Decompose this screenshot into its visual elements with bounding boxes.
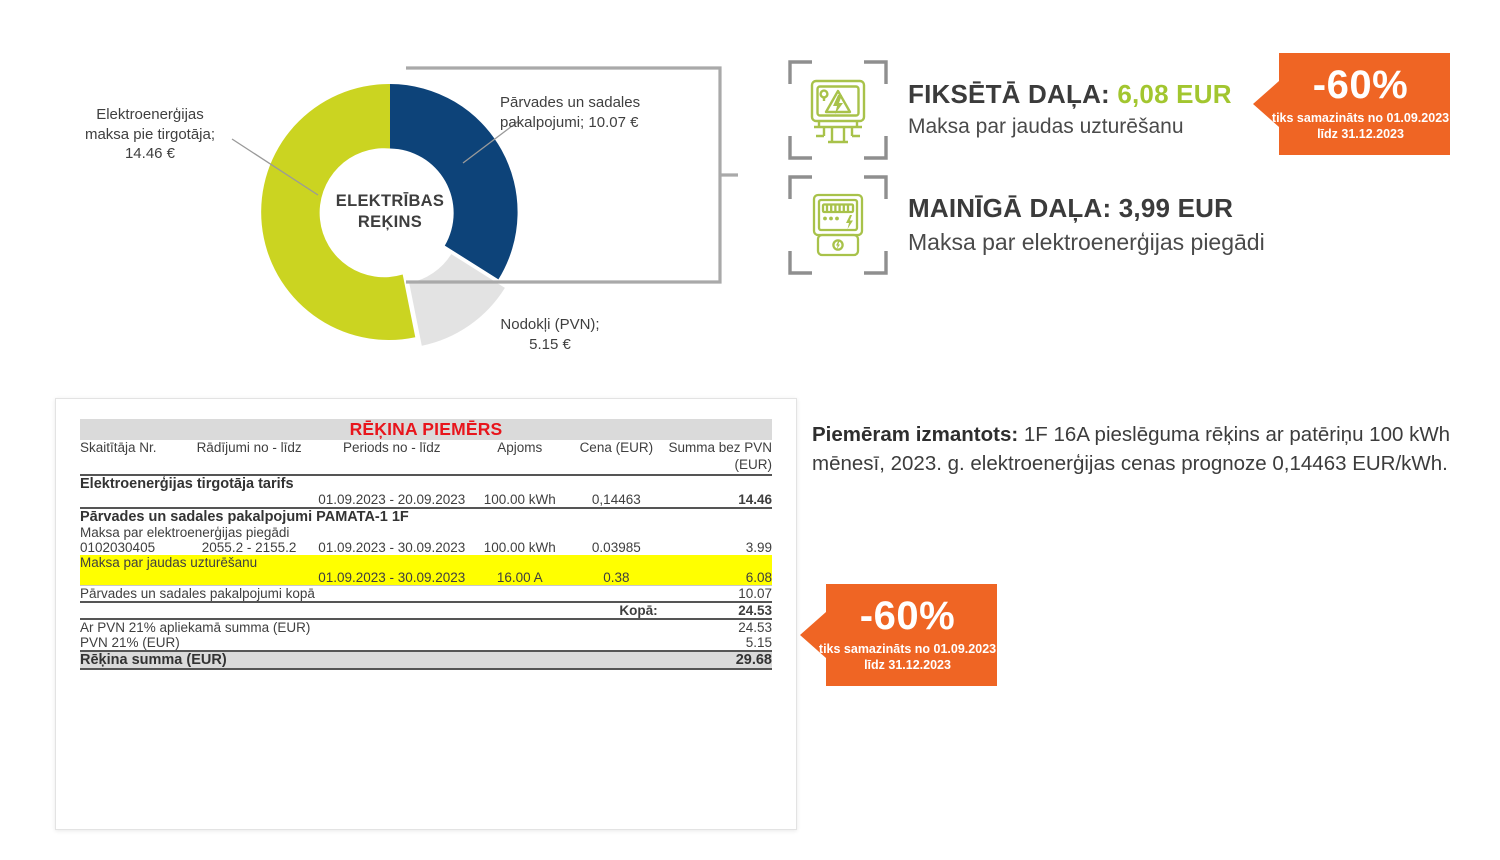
- donut-slice-trader: [261, 83, 416, 340]
- discount-percent: -60%: [1312, 63, 1409, 108]
- table-row-highlighted: 01.09.2023 - 30.09.2023 16.00 A 0.38 6.0…: [80, 569, 772, 586]
- header-period: Periods no - līdz: [342, 440, 441, 455]
- cell-price: 0,14463: [591, 491, 641, 507]
- discount-badge-bottom: -60% tiks samazināts no 01.09.2023 līdz …: [800, 584, 997, 686]
- cell-period: 01.09.2023 - 30.09.2023: [318, 539, 466, 555]
- discount-note-line1: tiks samazināts no 01.09.2023: [1271, 111, 1450, 126]
- cell-sum: 6.08: [667, 569, 772, 586]
- invoice-section-transmission: Pārvades un sadales pakalpojumi PAMATA-1…: [80, 508, 772, 525]
- header-meter: Skaitītāja Nr.: [80, 440, 157, 455]
- subsection-capacity-label: Maksa par jaudas uzturēšanu: [80, 554, 772, 570]
- chart-label-vat: Nodokļi (PVN); 5.15 €: [500, 316, 600, 353]
- cell-sum: 3.99: [745, 539, 772, 555]
- discount-percent: -60%: [859, 594, 956, 639]
- fixed-part-title-prefix: FIKSĒTĀ DAĻA:: [908, 78, 1118, 109]
- vat-value: 5.15: [745, 634, 772, 650]
- cell-meter: 0102030405: [80, 539, 156, 555]
- chart-leader-lines: [231, 119, 521, 196]
- header-sum: Summa bez PVN (EUR): [668, 440, 772, 472]
- grand-total-value: 29.68: [667, 650, 772, 669]
- section-transmission-title: Pārvades un sadales pakalpojumi PAMATA-1…: [80, 508, 409, 525]
- variable-part-title: MAINĪGĀ DAĻA: 3,99 EUR: [908, 192, 1234, 223]
- cell-volume: 100.00 kWh: [483, 491, 556, 507]
- invoice-subtotal-row: Pārvades un sadales pakalpojumi kopā 10.…: [80, 585, 772, 602]
- subtotal-value: 10.07: [738, 585, 772, 601]
- kopa-value: 24.53: [738, 602, 772, 618]
- cell-price: 0.38: [565, 569, 668, 586]
- cell-readings: [189, 569, 310, 586]
- discount-note-line2: līdz 31.12.2023: [1317, 127, 1404, 141]
- cell-meter: [80, 569, 190, 586]
- fixed-part-amount: 6,08 EUR: [1117, 78, 1232, 109]
- example-note-body: 1F 16A pieslēguma rēķins ar patēriņu 100…: [812, 423, 1451, 476]
- cell-sum: 14.46: [738, 491, 772, 507]
- electricity-meter-icon: [786, 173, 890, 277]
- fixed-part-subtitle: Maksa par jaudas uzturēšanu: [908, 114, 1184, 138]
- chart-label-trader: Elektroenerģijas maksa pie tirgotāja; 14…: [84, 106, 216, 162]
- fixed-part-title: FIKSĒTĀ DAĻA: 6,08 EUR: [908, 78, 1232, 110]
- cell-volume: 100.00 kWh: [483, 539, 556, 555]
- cell-price: 0.03985: [591, 539, 641, 555]
- discount-badge-top: -60% tiks samazināts no 01.09.2023 līdz …: [1253, 53, 1450, 155]
- variable-part-text: MAINĪGĀ DAĻA: 3,99 EUR Maksa par elektro…: [908, 192, 1265, 257]
- invoice-title: RĒĶINA PIEMĒRS: [80, 419, 772, 440]
- invoice-section-trader: Elektroenerģijas tirgotāja tarifs: [80, 475, 772, 492]
- invoice-grand-total-row: Rēķina summa (EUR) 29.68: [80, 650, 772, 669]
- discount-note-line1: tiks samazināts no 01.09.2023: [818, 642, 997, 657]
- bracket-connector: [406, 66, 738, 284]
- chart-label-transmission: Pārvades un sadales pakalpojumi; 10.07 €: [500, 94, 641, 131]
- electrical-panel-icon: [786, 58, 890, 162]
- example-note: Piemēram izmantots: 1F 16A pieslēguma rē…: [812, 420, 1452, 478]
- vat-base-label: Ar PVN 21% apliekamā summa (EUR): [80, 619, 311, 635]
- arrow-shape: [800, 584, 997, 686]
- donut-slice-vat: [409, 254, 505, 346]
- table-row: 01.09.2023 - 20.09.2023 100.00 kWh 0,144…: [80, 492, 772, 508]
- cell-readings: 2055.2 - 2155.2: [201, 539, 297, 555]
- variable-part-subtitle: Maksa par elektroenerģijas piegādi: [908, 228, 1265, 255]
- invoice-header-row: Skaitītāja Nr. Rādījumi no - līdz Period…: [80, 440, 772, 475]
- invoice-example-card: RĒĶINA PIEMĒRS Skaitītāja Nr. Rādījumi n…: [55, 398, 797, 830]
- variable-part-block: MAINĪGĀ DAĻA: 3,99 EUR Maksa par elektro…: [786, 173, 1265, 277]
- invoice-title-row: RĒĶINA PIEMĒRS: [80, 419, 772, 440]
- example-note-lead: Piemēram izmantots:: [812, 423, 1019, 446]
- vat-base-value: 24.53: [738, 619, 772, 635]
- fixed-part-text: FIKSĒTĀ DAĻA: 6,08 EUR Maksa par jaudas …: [908, 78, 1232, 140]
- discount-note-line2: līdz 31.12.2023: [864, 658, 951, 672]
- header-volume: Apjoms: [497, 440, 543, 455]
- subtotal-label: Pārvades un sadales pakalpojumi kopā: [80, 585, 315, 601]
- cell-meter: [80, 492, 189, 508]
- invoice-subsection-supply: Maksa par elektroenerģijas piegādi: [80, 525, 772, 540]
- fixed-part-block: FIKSĒTĀ DAĻA: 6,08 EUR Maksa par jaudas …: [786, 58, 1232, 162]
- kopa-label: Kopā:: [619, 602, 658, 618]
- header-price: Cena (EUR): [579, 440, 654, 455]
- invoice-subsection-capacity-highlighted: Maksa par jaudas uzturēšanu: [80, 554, 772, 570]
- grand-total-label: Rēķina summa (EUR): [80, 650, 668, 669]
- cell-volume: 16.00 A: [474, 569, 566, 586]
- invoice-vat-row: PVN 21% (EUR) 5.15: [80, 635, 772, 651]
- discount-badge-bottom-content: -60% tiks samazināts no 01.09.2023 līdz …: [801, 596, 996, 673]
- vat-label: PVN 21% (EUR): [80, 634, 180, 650]
- discount-badge-top-content: -60% tiks samazināts no 01.09.2023 līdz …: [1254, 65, 1449, 142]
- section-trader-title: Elektroenerģijas tirgotāja tarifs: [80, 475, 294, 492]
- cell-readings: [189, 492, 309, 508]
- donut-slice-transmission: [390, 84, 518, 280]
- subsection-supply-label: Maksa par elektroenerģijas piegādi: [80, 524, 290, 540]
- cell-period: 01.09.2023 - 20.09.2023: [318, 491, 466, 507]
- arrow-shape: [1253, 53, 1450, 155]
- header-readings: Rādījumi no - līdz: [196, 440, 302, 455]
- cell-period: 01.09.2023 - 30.09.2023: [309, 569, 475, 586]
- invoice-kopa-row: Kopā: 24.53: [80, 602, 772, 619]
- invoice-vat-base-row: Ar PVN 21% apliekamā summa (EUR) 24.53: [80, 619, 772, 635]
- table-row: 0102030405 2055.2 - 2155.2 01.09.2023 - …: [80, 540, 772, 555]
- invoice-table: RĒĶINA PIEMĒRS Skaitītāja Nr. Rādījumi n…: [80, 419, 772, 670]
